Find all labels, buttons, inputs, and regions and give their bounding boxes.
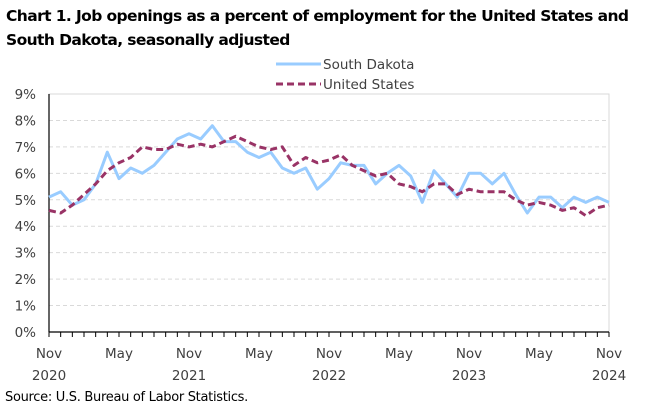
x-tick-label-month: May [525, 346, 553, 362]
x-tick-label-month: May [385, 346, 413, 362]
x-tick-label-year: 2024 [592, 368, 626, 384]
x-tick-label-month: Nov [456, 346, 482, 362]
x-tick-label-month: May [105, 346, 133, 362]
x-tick-label-year: 2021 [172, 368, 206, 384]
y-tick-label: 1% [15, 299, 37, 315]
y-tick-label: 3% [15, 246, 37, 262]
x-tick-label-year: 2020 [32, 368, 66, 384]
x-tick-label-month: Nov [596, 346, 622, 362]
plot-area-border [48, 93, 610, 333]
y-tick-label: 0% [15, 325, 37, 341]
y-tick-label: 5% [15, 193, 37, 209]
y-tick-label: 2% [15, 272, 37, 288]
gridlines [49, 119, 609, 307]
y-tick-label: 8% [15, 113, 37, 129]
x-tick-label-year: 2023 [452, 368, 486, 384]
legend: South Dakota United States [276, 57, 414, 93]
y-tick-label: 7% [15, 140, 37, 156]
y-axis: 0% 1% 2% 3% 4% 5% 6% 7% 8% 9% [15, 87, 50, 341]
x-tick-label-month: Nov [176, 346, 202, 362]
x-axis: Nov 2020 May Nov 2021 May Nov 2022 May Nov 2023 May… [32, 331, 626, 384]
x-tick-label-month: Nov [36, 346, 62, 362]
x-tick-label-month: Nov [316, 346, 342, 362]
chart-title: Chart 1. Job openings as a percent of em… [6, 7, 629, 49]
series-lines [48, 124, 610, 218]
series-line-south-dakota [48, 124, 610, 215]
y-tick-label: 9% [15, 87, 37, 103]
x-tick-label-year: 2022 [312, 368, 346, 384]
legend-label: United States [323, 77, 414, 93]
y-tick-label: 4% [15, 219, 37, 235]
legend-label: South Dakota [323, 57, 414, 73]
x-tick-label-month: May [245, 346, 273, 362]
series-line-united-states [48, 134, 610, 218]
y-tick-label: 6% [15, 166, 37, 182]
source-note: Source: U.S. Bureau of Labor Statistics. [5, 390, 248, 405]
